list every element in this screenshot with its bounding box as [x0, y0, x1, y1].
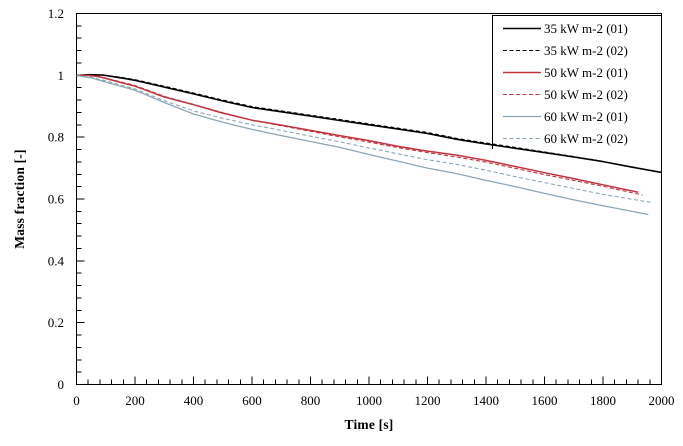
y-tick-label: 0.6 [48, 192, 65, 207]
legend-label: 50 kW m-2 (02) [544, 87, 628, 102]
legend-entry: 50 kW m-2 (02) [503, 87, 628, 102]
legend-entry: 60 kW m-2 (02) [503, 131, 628, 146]
x-tick-label: 0 [73, 393, 80, 408]
x-tick-label: 1000 [356, 393, 382, 408]
x-tick-label: 1600 [532, 393, 558, 408]
x-tick-label: 1200 [415, 393, 441, 408]
y-tick-label: 1 [58, 68, 65, 83]
legend-label: 50 kW m-2 (01) [544, 65, 628, 80]
legend-label: 60 kW m-2 (01) [544, 109, 628, 124]
legend-entry: 50 kW m-2 (01) [503, 65, 628, 80]
legend-label: 60 kW m-2 (02) [544, 131, 628, 146]
legend-entry: 35 kW m-2 (02) [503, 43, 628, 58]
y-tick-label: 1.2 [48, 6, 64, 21]
series-line-50-kw-m-2-01 [76, 74, 639, 193]
x-tick-label: 400 [184, 393, 204, 408]
x-tick-label: 2000 [649, 393, 675, 408]
legend-label: 35 kW m-2 (01) [544, 21, 628, 36]
x-axis-title: Time [s] [344, 417, 394, 432]
x-tick-label: 200 [125, 393, 145, 408]
legend-label: 35 kW m-2 (02) [544, 43, 628, 58]
x-tick-label: 600 [242, 393, 262, 408]
y-tick-label: 0.2 [48, 315, 64, 330]
series-line-35-kw-m-2-02 [76, 74, 598, 161]
legend-entry: 35 kW m-2 (01) [503, 21, 628, 36]
y-tick-label: 0 [58, 377, 65, 392]
x-tick-label: 800 [301, 393, 321, 408]
series-line-50-kw-m-2-02 [76, 74, 643, 196]
legend-box [492, 15, 662, 149]
y-tick-label: 0.4 [48, 253, 65, 268]
x-tick-label: 1800 [590, 393, 616, 408]
y-tick-label: 0.8 [48, 130, 64, 145]
y-axis-title: Mass fraction [-] [12, 149, 27, 249]
x-tick-label: 1400 [473, 393, 499, 408]
series-line-60-kw-m-2-01 [76, 74, 649, 216]
series-line-60-kw-m-2-02 [76, 75, 653, 204]
legend-entry: 60 kW m-2 (01) [503, 109, 628, 124]
